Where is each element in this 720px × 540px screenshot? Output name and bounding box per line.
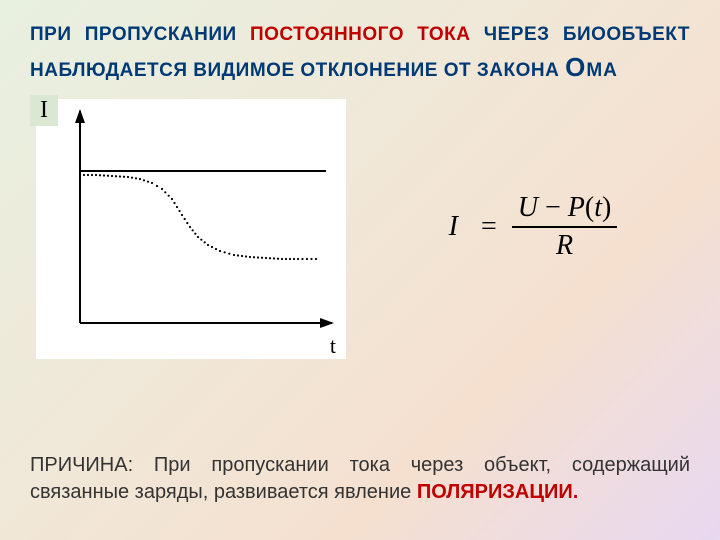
slide-header: ПРИ ПРОПУСКАНИИ ПОСТОЯННОГО ТОКА ЧЕРЕЗ Б… bbox=[0, 0, 720, 85]
formula-fraction: U − P(t) R bbox=[512, 192, 618, 262]
chart-svg bbox=[36, 99, 346, 359]
formula-denominator: R bbox=[512, 228, 618, 262]
footer-text-red: ПОЛЯРИЗАЦИИ. bbox=[417, 481, 578, 503]
formula-U: U bbox=[518, 192, 538, 223]
header-oma-rest: МА bbox=[586, 60, 618, 81]
formula-paren-close: ) bbox=[602, 192, 611, 223]
formula-paren-open: ( bbox=[585, 192, 594, 223]
chart-container: I t bbox=[36, 99, 346, 359]
formula-numerator: U − P(t) bbox=[512, 192, 618, 228]
header-oma-o: О bbox=[565, 52, 586, 82]
formula-equals: = bbox=[481, 211, 497, 243]
slide-footer: ПРИЧИНА: При пропускании тока через объе… bbox=[30, 452, 690, 506]
header-text-red: ПОСТОЯННОГО ТОКА bbox=[250, 24, 471, 45]
footer-text-1: ПРИЧИНА: При пропускании тока через объе… bbox=[30, 454, 690, 503]
content-row: I t I = U − P(t) R bbox=[0, 85, 720, 359]
formula-P: P bbox=[568, 192, 585, 223]
formula: I = U − P(t) R bbox=[346, 192, 690, 262]
header-text-1: ПРИ ПРОПУСКАНИИ bbox=[30, 24, 250, 45]
formula-I: I bbox=[449, 211, 458, 243]
header-oma: ОМА bbox=[565, 60, 618, 81]
formula-t: t bbox=[594, 192, 602, 223]
formula-minus: − bbox=[538, 192, 568, 223]
